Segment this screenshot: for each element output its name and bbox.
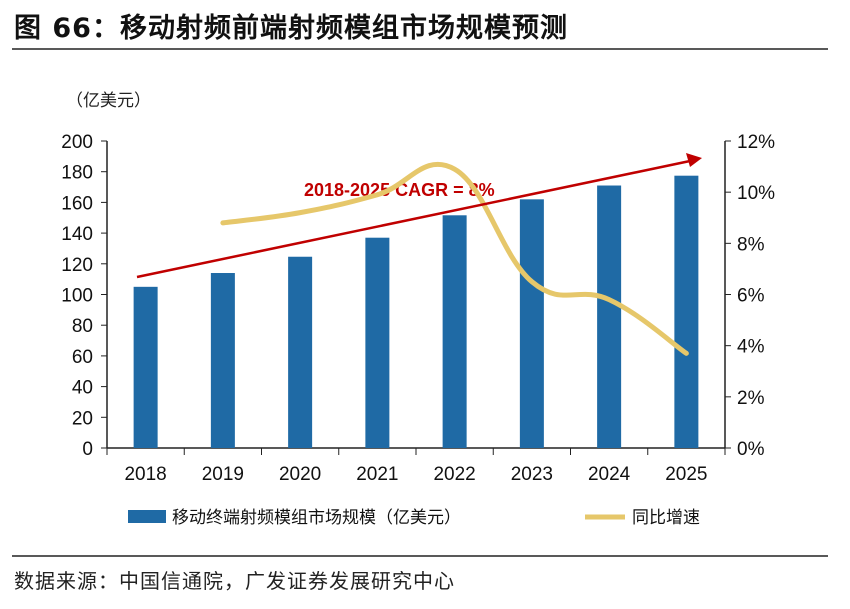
left-tick-label: 0 — [82, 439, 93, 460]
bar-2023 — [519, 199, 544, 448]
left-axis-unit: （亿美元） — [66, 91, 151, 110]
right-tick-label: 12% — [737, 132, 775, 153]
right-tick-label: 8% — [737, 234, 765, 255]
right-tick-label: 10% — [737, 183, 775, 204]
bar-2025 — [674, 175, 699, 449]
x-tick-label: 2025 — [665, 464, 707, 485]
left-tick-label: 180 — [61, 163, 93, 184]
bar-2021 — [365, 237, 390, 448]
bar-2019 — [210, 273, 235, 448]
left-tick-label: 80 — [72, 316, 93, 337]
legend-label-line: 同比增速 — [632, 508, 700, 527]
legend-label-bar: 移动终端射频模组市场规模（亿美元） — [172, 508, 461, 527]
left-tick-label: 140 — [61, 224, 93, 245]
right-tick-label: 6% — [737, 286, 765, 307]
bar-2024 — [597, 185, 622, 448]
right-tick-label: 2% — [737, 388, 765, 409]
x-tick-label: 2021 — [356, 464, 398, 485]
x-tick-label: 2023 — [511, 464, 553, 485]
figure-title: 图 66：移动射频前端射频模组市场规模预测 — [14, 13, 568, 44]
x-tick-label: 2018 — [124, 464, 166, 485]
source-note: 数据来源：中国信通院，广发证券发展研究中心 — [14, 569, 455, 593]
left-tick-label: 20 — [72, 408, 93, 429]
growth-line — [220, 161, 689, 356]
cagr-arrow — [136, 159, 691, 279]
cagr-annotation: 2018-2025 CAGR = 8% — [304, 180, 495, 200]
x-tick-label: 2019 — [202, 464, 244, 485]
x-tick-label: 2022 — [433, 464, 475, 485]
left-tick-label: 60 — [72, 347, 93, 368]
right-tick-label: 0% — [737, 439, 765, 460]
left-tick-label: 200 — [61, 132, 93, 153]
x-tick-label: 2024 — [588, 464, 631, 485]
bar-2022 — [442, 215, 467, 448]
left-tick-label: 160 — [61, 193, 93, 214]
bar-2020 — [288, 256, 313, 448]
left-tick-label: 40 — [72, 378, 93, 399]
left-tick-label: 120 — [61, 255, 93, 276]
legend-swatch-bar — [128, 510, 166, 523]
bar-2018 — [133, 286, 158, 448]
right-tick-label: 4% — [737, 337, 765, 358]
left-tick-label: 100 — [61, 286, 93, 307]
x-tick-label: 2020 — [279, 464, 321, 485]
cagr-arrow-head — [686, 153, 702, 167]
